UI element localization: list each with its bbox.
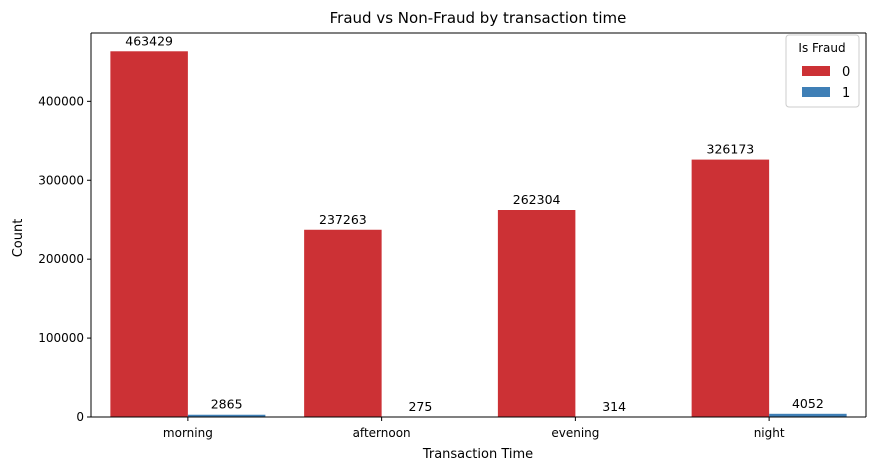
bar-evening-series-0 (497, 210, 576, 417)
legend-swatch-0 (802, 66, 830, 76)
y-tick-label: 400000 (38, 94, 84, 108)
data-label: 2865 (211, 397, 243, 412)
data-label: 314 (602, 399, 626, 414)
data-label: 262304 (513, 192, 561, 207)
bar-night-series-0 (691, 159, 770, 417)
y-tick-label: 300000 (38, 173, 84, 187)
data-label: 4052 (792, 396, 824, 411)
y-tick-label: 0 (76, 410, 84, 424)
bar-morning-series-0 (110, 51, 188, 417)
chart-title: Fraud vs Non-Fraud by transaction time (330, 9, 627, 27)
x-tick-label-morning: morning (163, 426, 213, 440)
bar-afternoon-series-0 (304, 229, 382, 417)
legend-label-0: 0 (842, 65, 850, 80)
bar-morning-series-1 (187, 414, 266, 417)
legend: Is Fraud 0 1 (785, 34, 860, 108)
data-label: 237263 (319, 212, 367, 227)
data-label: 326173 (707, 142, 755, 157)
data-label: 463429 (125, 33, 173, 48)
y-tick-label: 200000 (38, 252, 84, 266)
bar-night-series-1 (769, 413, 847, 417)
data-label: 275 (408, 399, 432, 414)
legend-title: Is Fraud (798, 41, 845, 55)
x-tick-label-evening: evening (551, 426, 599, 440)
x-axis-label: Transaction Time (422, 447, 533, 462)
x-tick-label-night: night (754, 426, 785, 440)
legend-label-1: 1 (842, 86, 850, 101)
legend-swatch-1 (802, 87, 830, 97)
x-tick-label-afternoon: afternoon (353, 426, 411, 440)
y-axis-label: Count (11, 219, 26, 258)
y-tick-label: 100000 (38, 331, 84, 345)
plot-area: 463429 237263 262304 326173 2865 275 314 4052 0 1… (38, 32, 867, 440)
